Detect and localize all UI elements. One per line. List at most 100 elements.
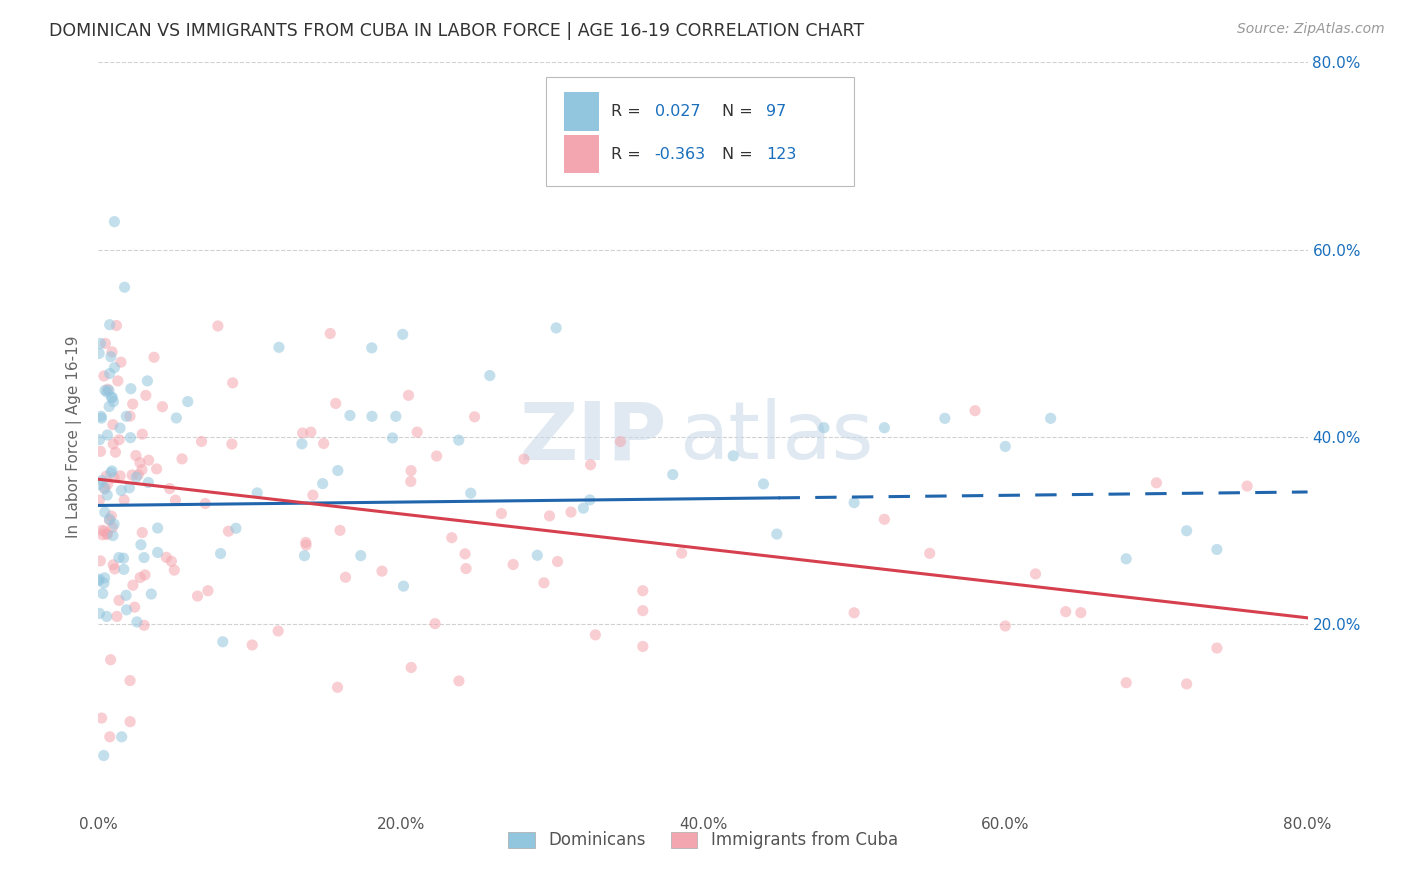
Point xyxy=(873,421,896,435)
Point xyxy=(398,388,420,402)
Point xyxy=(90,711,112,725)
Point xyxy=(127,467,149,482)
Point xyxy=(112,562,135,576)
Point xyxy=(221,437,243,451)
Point xyxy=(609,434,631,449)
Point xyxy=(103,437,125,451)
Point xyxy=(89,336,111,351)
Point xyxy=(145,462,167,476)
Point xyxy=(152,400,174,414)
Point xyxy=(96,527,118,541)
Point xyxy=(631,604,654,618)
Point xyxy=(103,214,125,228)
Point xyxy=(302,488,325,502)
Point xyxy=(89,572,111,586)
Point xyxy=(93,524,115,538)
Point xyxy=(572,501,595,516)
Point xyxy=(392,579,415,593)
Point xyxy=(98,318,121,332)
Point xyxy=(90,411,112,425)
Point xyxy=(87,477,110,491)
Point xyxy=(1144,475,1167,490)
Point xyxy=(311,476,333,491)
Point xyxy=(994,619,1017,633)
Point xyxy=(91,528,114,542)
Point xyxy=(447,433,470,447)
Point xyxy=(132,550,155,565)
Point xyxy=(165,411,187,425)
Point xyxy=(454,547,477,561)
Point xyxy=(326,681,349,695)
Point xyxy=(89,444,111,458)
FancyBboxPatch shape xyxy=(564,135,599,173)
Point xyxy=(197,583,219,598)
Point xyxy=(207,318,229,333)
Point xyxy=(329,524,352,538)
Point xyxy=(125,615,148,629)
Point xyxy=(101,464,124,478)
Point xyxy=(93,369,115,384)
Point xyxy=(454,561,477,575)
Point xyxy=(813,421,835,435)
Point xyxy=(146,545,169,559)
Point xyxy=(335,570,357,584)
Point xyxy=(1024,566,1046,581)
Point xyxy=(160,554,183,568)
Text: DOMINICAN VS IMMIGRANTS FROM CUBA IN LABOR FORCE | AGE 16-19 CORRELATION CHART: DOMINICAN VS IMMIGRANTS FROM CUBA IN LAB… xyxy=(49,22,865,40)
Point xyxy=(1236,479,1258,493)
Point xyxy=(143,351,166,365)
Point xyxy=(112,551,135,566)
Point xyxy=(101,417,124,432)
Point xyxy=(103,558,125,572)
Text: 123: 123 xyxy=(766,146,796,161)
Text: 0.027: 0.027 xyxy=(655,104,700,119)
Point xyxy=(93,481,115,495)
Point xyxy=(97,382,120,396)
Point xyxy=(547,555,569,569)
Point xyxy=(194,496,217,510)
Point xyxy=(502,558,524,572)
Point xyxy=(844,606,866,620)
Point xyxy=(339,409,361,423)
Point xyxy=(98,367,121,381)
Point xyxy=(91,474,114,488)
Point xyxy=(423,616,446,631)
Text: -0.363: -0.363 xyxy=(655,146,706,161)
Point xyxy=(350,549,373,563)
Point xyxy=(1175,524,1198,538)
Point xyxy=(186,589,208,603)
Point xyxy=(294,549,316,563)
Point xyxy=(121,397,143,411)
Point xyxy=(209,547,232,561)
Point xyxy=(579,458,602,472)
Point xyxy=(93,571,115,585)
Point xyxy=(1175,677,1198,691)
Point xyxy=(118,409,141,424)
Point xyxy=(111,730,134,744)
Point xyxy=(578,492,600,507)
Point xyxy=(94,482,117,496)
Point xyxy=(170,451,193,466)
Point xyxy=(131,525,153,540)
Point xyxy=(129,538,152,552)
Text: Source: ZipAtlas.com: Source: ZipAtlas.com xyxy=(1237,22,1385,37)
Point xyxy=(1054,605,1077,619)
Point xyxy=(96,527,118,541)
Point xyxy=(291,437,314,451)
Point xyxy=(211,634,233,648)
Point xyxy=(631,640,654,654)
Point xyxy=(101,528,124,542)
Point xyxy=(661,467,683,482)
Point xyxy=(103,517,125,532)
Point xyxy=(96,609,118,624)
Point xyxy=(131,463,153,477)
Point xyxy=(98,400,121,414)
Point xyxy=(135,388,157,402)
Point xyxy=(399,464,422,478)
Point xyxy=(146,521,169,535)
Point xyxy=(105,318,128,333)
Point xyxy=(723,449,745,463)
Point xyxy=(381,431,404,445)
Point xyxy=(101,391,124,405)
Point xyxy=(267,624,290,638)
